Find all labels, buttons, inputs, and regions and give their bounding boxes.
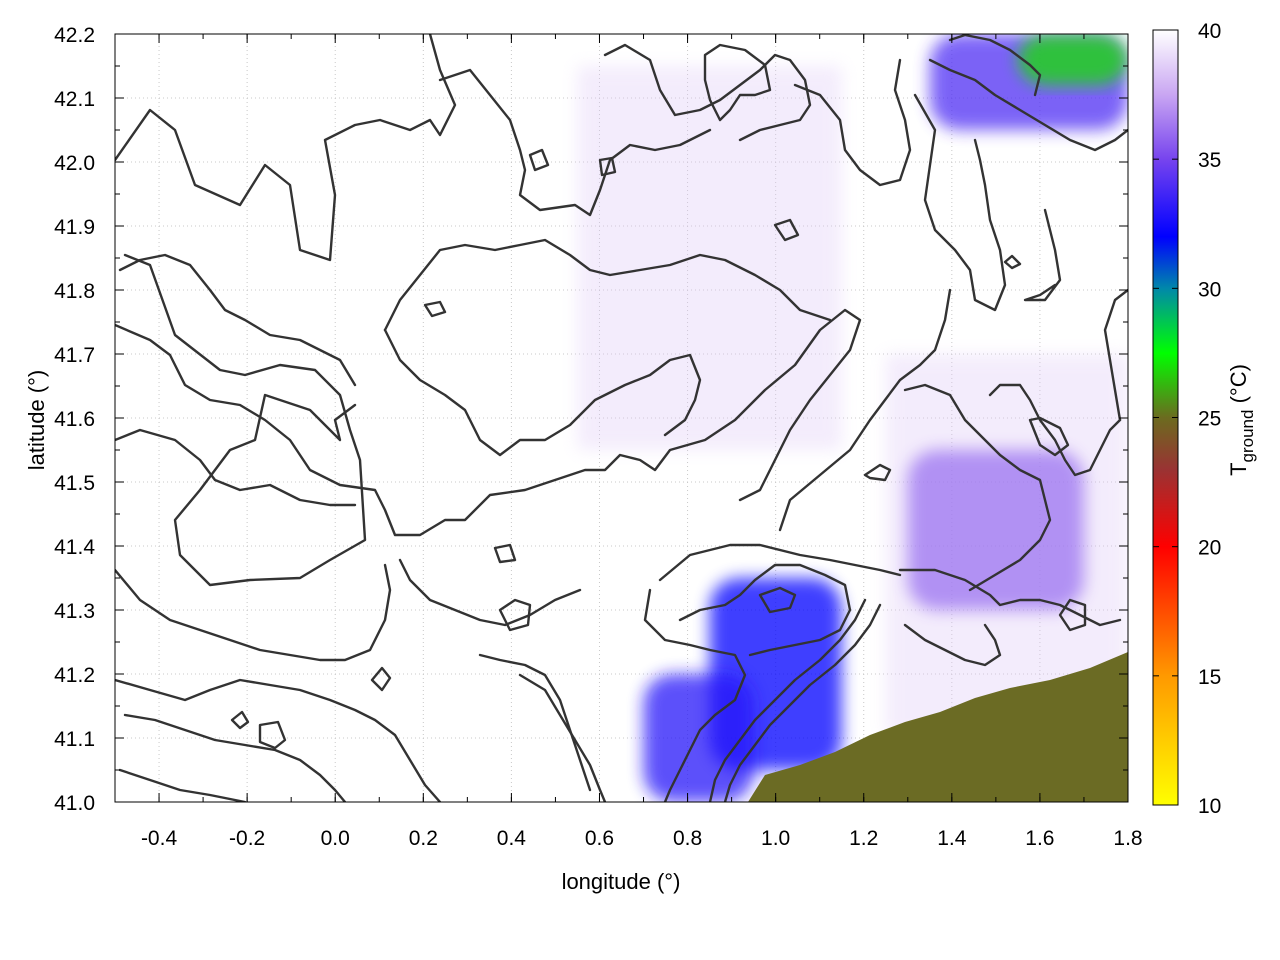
contour-line [258, 720, 287, 750]
contour-line [123, 253, 367, 587]
contour-line [903, 383, 1052, 592]
x-tick-label: -0.2 [229, 827, 265, 850]
contour-line [493, 543, 517, 564]
x-tick-label: 0.2 [409, 827, 438, 850]
contour-line [115, 308, 862, 537]
contour-line [773, 218, 800, 242]
x-tick-label: 0.6 [585, 827, 614, 850]
contour-line [758, 586, 797, 614]
contour-line [498, 598, 532, 632]
colorbar-tick-label: 30 [1198, 278, 1221, 301]
x-axis: -0.4 -0.2 0.0 0.2 0.4 0.6 0.8 1.0 1.2 1.4 1.6 1.8 [114, 34, 1143, 850]
colorbar-tick-label: 15 [1198, 666, 1221, 689]
contour-line [1003, 254, 1022, 270]
x-axis-title: longitude (°) [562, 869, 681, 894]
y-tick-label: 41.2 [54, 664, 95, 687]
contour-line [898, 568, 1122, 627]
x-tick-label: 0.4 [497, 827, 527, 850]
y-tick-label: 42.0 [54, 152, 95, 175]
contour-line [115, 678, 442, 802]
contour-line [913, 93, 1007, 312]
colorbar-axis: 10 15 20 25 30 35 40 [1153, 20, 1221, 818]
y-tick-label: 41.5 [54, 472, 95, 495]
contour-line [398, 558, 582, 627]
colorbar-title-symbol: T [1226, 462, 1251, 475]
contour-line [478, 653, 592, 792]
x-tick-label: 1.4 [937, 827, 967, 850]
contour-line [678, 563, 852, 657]
colorbar-tick-label: 25 [1198, 408, 1221, 431]
contour-line [603, 43, 812, 142]
contour-line [123, 713, 347, 802]
colorbar-tick-label: 35 [1198, 149, 1221, 172]
x-tick-label: 0.8 [673, 827, 702, 850]
contour-line [863, 463, 892, 482]
x-tick-label: 1.8 [1113, 827, 1142, 850]
x-tick-label: 0.0 [321, 827, 350, 850]
y-axis-title: latitude (°) [24, 370, 49, 471]
contour-line [115, 428, 357, 507]
contour-line [1023, 208, 1062, 302]
y-tick-label: 41.3 [54, 600, 95, 623]
colorbar-tick-label: 20 [1198, 537, 1221, 560]
contour-line [643, 588, 747, 802]
contour-line [703, 43, 772, 122]
colorbar-tick-label: 40 [1198, 20, 1221, 43]
x-tick-label: 1.0 [761, 827, 790, 850]
contour-line [928, 58, 1128, 152]
contour-line [118, 253, 357, 387]
y-tick-label: 41.0 [54, 792, 95, 815]
contour-line [1028, 416, 1070, 457]
y-tick-label: 41.1 [54, 728, 95, 751]
contour-line [1103, 288, 1128, 422]
contour-line [708, 598, 867, 802]
x-tick-label: 1.2 [849, 827, 878, 850]
sea-area [748, 652, 1128, 802]
y-tick-label: 41.8 [54, 280, 95, 303]
colorbar-title: Tground (°C) [1226, 364, 1257, 476]
contour-line [118, 768, 247, 802]
contour-line [903, 623, 1002, 667]
contour-line [230, 710, 250, 730]
x-tick-label: 1.6 [1025, 827, 1054, 850]
colorbar-title-unit: (°C) [1226, 364, 1251, 409]
contour-line [115, 563, 392, 662]
contour-line [115, 34, 457, 262]
contour-line [778, 288, 952, 532]
y-tick-label: 41.4 [54, 536, 95, 559]
contour-line [383, 328, 702, 457]
colorbar-tick-label: 10 [1198, 795, 1221, 818]
contour-line [948, 34, 1042, 97]
x-tick-label: -0.4 [141, 827, 178, 850]
y-tick-label: 42.2 [54, 24, 95, 47]
contour-line [518, 673, 607, 802]
y-axis: 41.0 41.1 41.2 41.3 41.4 41.5 41.6 41.7 41.8 41.9… [54, 24, 1128, 815]
temperature-region-cool-northeast-corner [1017, 34, 1128, 86]
contour-line [383, 238, 832, 332]
y-tick-label: 42.1 [54, 88, 95, 111]
elevation-contours [115, 34, 1128, 802]
contour-line [793, 58, 912, 187]
y-tick-label: 41.7 [54, 344, 95, 367]
contour-line [723, 603, 882, 802]
contour-line [1058, 598, 1087, 632]
colorbar-title-subscript: ground [1238, 410, 1257, 463]
contour-line [528, 148, 550, 172]
contour-line [658, 543, 902, 582]
y-tick-label: 41.6 [54, 408, 95, 431]
contour-line [438, 68, 712, 217]
contour-line [370, 666, 392, 692]
contour-line [423, 300, 447, 318]
y-tick-label: 41.9 [54, 216, 95, 239]
contour-line [598, 156, 617, 177]
